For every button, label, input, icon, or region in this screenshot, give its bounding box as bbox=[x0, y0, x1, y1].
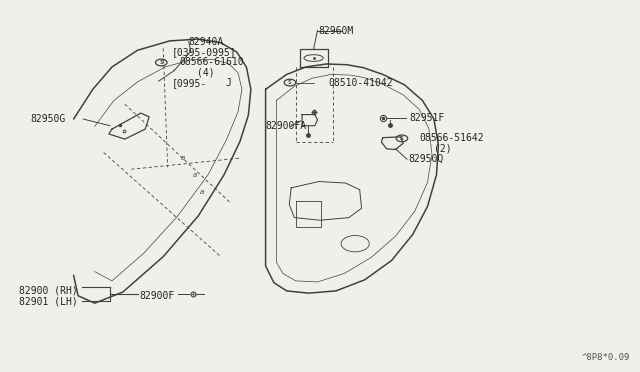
Text: 82901 (LH): 82901 (LH) bbox=[19, 296, 78, 306]
Text: a: a bbox=[200, 189, 204, 195]
Text: S: S bbox=[288, 80, 292, 85]
Text: 82950Q: 82950Q bbox=[408, 154, 444, 164]
Text: ^8P8*0.09: ^8P8*0.09 bbox=[582, 353, 630, 362]
Text: 08510-41042: 08510-41042 bbox=[328, 78, 393, 87]
Text: 82900FA: 82900FA bbox=[266, 122, 307, 131]
Text: 82940A: 82940A bbox=[189, 37, 224, 46]
Text: J: J bbox=[225, 78, 231, 88]
Text: 82900F: 82900F bbox=[140, 291, 175, 301]
Text: S: S bbox=[400, 136, 404, 141]
Text: (2): (2) bbox=[434, 144, 452, 154]
Text: a: a bbox=[193, 172, 197, 178]
Text: 82950G: 82950G bbox=[31, 114, 66, 124]
Text: a: a bbox=[180, 155, 184, 161]
Text: 08566-51642: 08566-51642 bbox=[419, 134, 484, 143]
Text: 82900 (RH): 82900 (RH) bbox=[19, 285, 78, 295]
Text: 82951F: 82951F bbox=[410, 113, 445, 123]
Text: [0395-0995]: [0395-0995] bbox=[172, 47, 236, 57]
Text: (4): (4) bbox=[197, 68, 215, 78]
Text: 08566-61610: 08566-61610 bbox=[179, 58, 244, 67]
Text: [0995-: [0995- bbox=[172, 78, 207, 88]
Text: S: S bbox=[159, 60, 163, 65]
Text: 82960M: 82960M bbox=[319, 26, 354, 35]
